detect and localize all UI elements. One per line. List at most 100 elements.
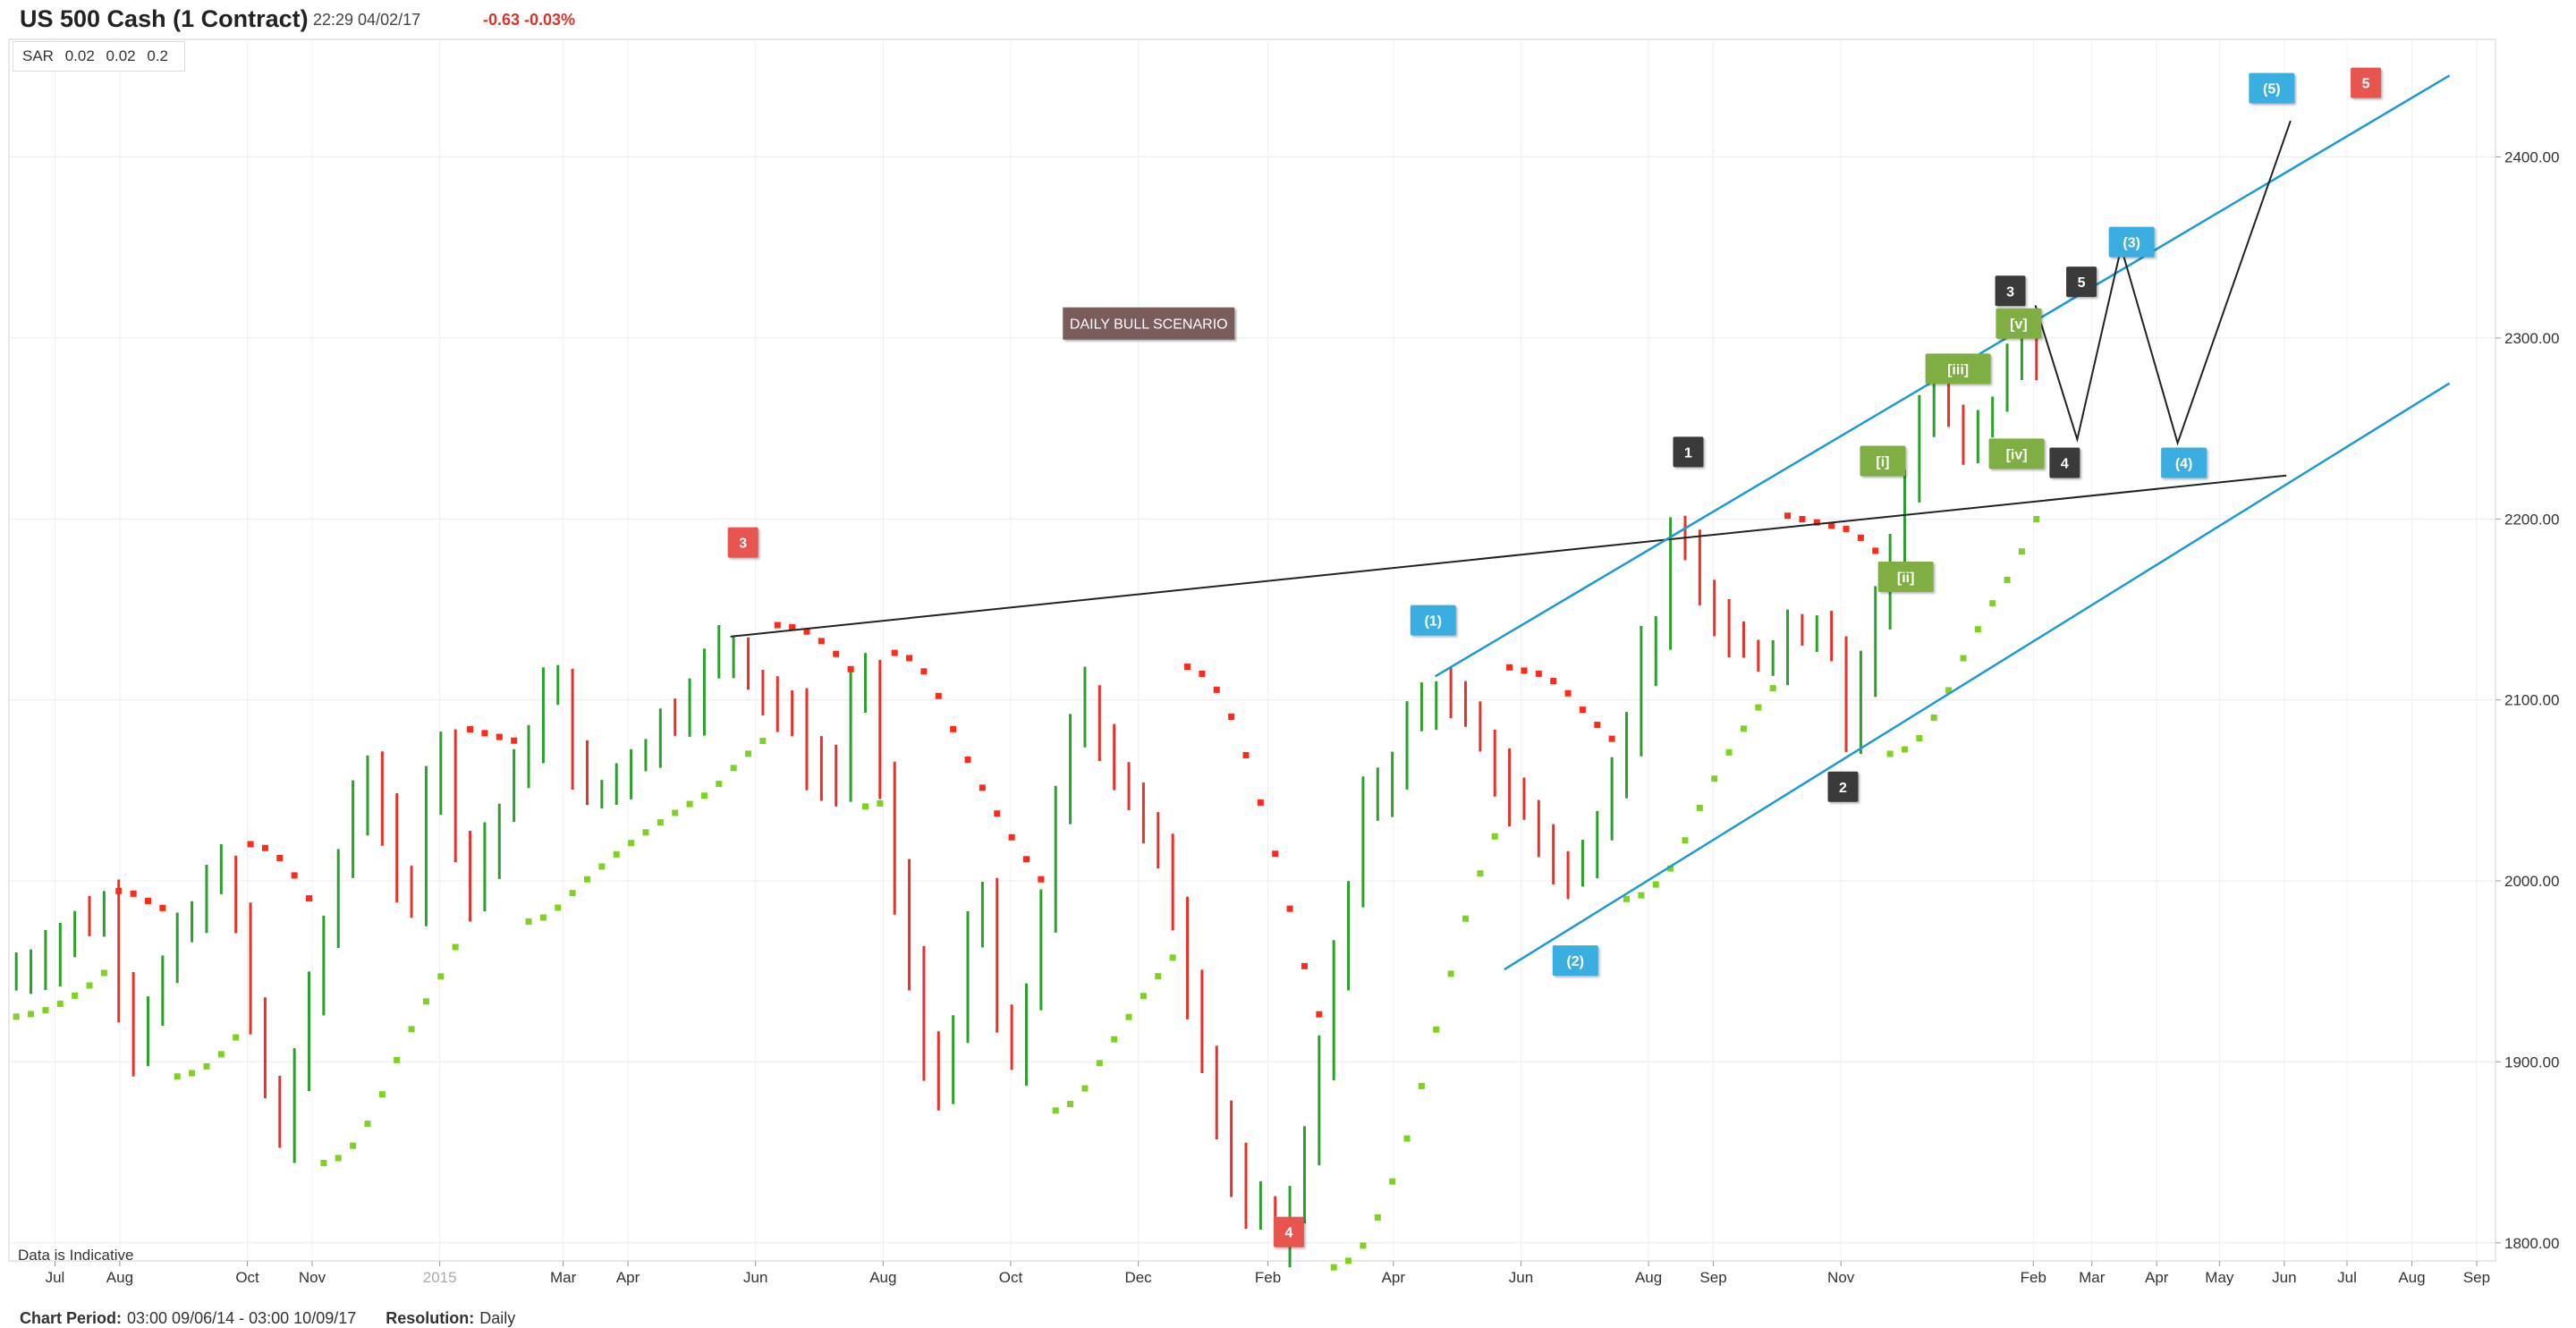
sar-dot	[1813, 519, 1820, 526]
x-tick-label: Jun	[2272, 1269, 2296, 1286]
sar-dot	[1111, 1036, 1118, 1043]
sar-dot	[1257, 799, 1264, 806]
wave-label-box	[2108, 226, 2155, 258]
x-tick-label: Dec	[1124, 1269, 1152, 1286]
sar-dot	[861, 803, 869, 810]
wave-label-box	[1925, 353, 1991, 385]
x-tick-label: Mar	[550, 1269, 577, 1286]
x-tick-label: Apr	[1382, 1269, 1406, 1286]
sar-dot	[613, 850, 620, 858]
wave-label-text: 3	[2006, 284, 2014, 300]
wave-label: 5	[2351, 67, 2382, 98]
indicator-legend[interactable]: SAR 0.02 0.02 0.2	[13, 41, 185, 72]
sar-dot	[378, 1091, 386, 1098]
wave-label-box	[2249, 72, 2295, 104]
wave-label-text: 4	[2061, 457, 2069, 472]
sar-dot	[1345, 1257, 1352, 1265]
sar-dot	[642, 829, 649, 836]
sar-dot	[1901, 746, 1908, 753]
sar-dot	[1916, 735, 1923, 742]
sar-dot	[42, 1007, 49, 1014]
sar-dot	[364, 1121, 371, 1128]
wave-label: 2	[1827, 771, 1859, 802]
sar-dot	[452, 943, 459, 951]
sar-dot	[964, 756, 971, 763]
sar-dot	[1462, 915, 1469, 922]
wave-label: 4	[2049, 447, 2080, 478]
sar-dot	[1623, 895, 1631, 902]
sar-dot	[350, 1142, 357, 1149]
sar-dot	[276, 854, 284, 861]
x-tick-label: Jul	[46, 1269, 65, 1286]
chart-axes: 2400.00 2300.00 2200.00 2100.00 2000.00 1900.…	[46, 149, 2560, 1286]
sar-dot	[335, 1155, 342, 1162]
y-tick-label: 2400.00	[2504, 149, 2559, 166]
sar-dot	[394, 1056, 401, 1063]
sar-dot	[1784, 512, 1792, 520]
wave-label-box	[1877, 562, 1934, 593]
sar-dot	[1228, 713, 1235, 720]
sar-dot	[1989, 600, 1996, 607]
sar-dot	[261, 844, 268, 851]
sar-dot	[1008, 833, 1015, 841]
sar-dot	[1506, 664, 1513, 671]
sar-dot	[1564, 689, 1572, 697]
wave-label: [ii]	[1877, 562, 1934, 593]
wave-label-text: 1	[1684, 445, 1692, 461]
wave-label: (3)	[2108, 226, 2155, 258]
wave-label-text: [iv]	[2006, 447, 2028, 462]
wave-label-text: (1)	[1424, 614, 1442, 630]
sar-dot	[422, 998, 429, 1005]
x-tick-label: Aug	[2398, 1269, 2425, 1286]
sar-dot	[1608, 735, 1615, 742]
wave-label: [iii]	[1925, 353, 1991, 385]
wave-labels: 3 4 5 (1) (2) (3) (4) (5) 1 2 3 4 5 [i] [ii] [iii] [iv] […	[727, 67, 2382, 1248]
sar-dot	[1872, 547, 1879, 554]
sar-dot	[583, 875, 590, 883]
ohlc-bars	[14, 311, 2038, 1268]
wave-label-box	[1860, 445, 1906, 477]
indicator-param: 0.02	[106, 47, 136, 64]
sar-dot	[1403, 1135, 1411, 1142]
sar-dot	[174, 1073, 181, 1080]
sar-dot	[291, 872, 298, 879]
chart-period-label: Chart Period:	[20, 1309, 123, 1327]
x-tick-label: Sep	[1699, 1269, 1726, 1286]
wave-label-box	[2049, 447, 2080, 478]
sar-dot	[730, 765, 737, 772]
sar-dot	[1521, 667, 1528, 674]
x-tick-label: Nov	[1827, 1269, 1855, 1286]
sar-dot	[1960, 655, 1967, 662]
sar-dot	[569, 890, 576, 897]
sar-dot	[247, 841, 254, 848]
parabolic-sar-dots	[13, 512, 2040, 1271]
sar-dot	[1491, 833, 1498, 840]
wave-label-box	[1552, 945, 1598, 977]
x-tick-label: Feb	[1255, 1269, 1281, 1286]
sar-dot	[2018, 548, 2025, 555]
sar-dot	[1301, 962, 1308, 969]
sar-dot	[891, 649, 898, 656]
sar-dot	[1769, 685, 1776, 692]
sar-dot	[979, 784, 986, 791]
wave-label-box	[1995, 275, 2026, 307]
x-tick-label: Jun	[1509, 1269, 1533, 1286]
sar-dot	[1447, 970, 1454, 977]
wave-label-box	[2066, 266, 2097, 298]
sar-dot	[2033, 516, 2040, 523]
sar-dot	[1725, 749, 1733, 756]
sar-dot	[28, 1011, 35, 1018]
sar-dot	[320, 1160, 327, 1167]
x-tick-label: Apr	[2145, 1269, 2169, 1286]
sar-dot	[56, 1000, 64, 1007]
wave-label-text: (5)	[2263, 82, 2281, 97]
wave-label-text: [i]	[1876, 455, 1889, 470]
sar-dot	[1550, 678, 1557, 685]
wave-label: (2)	[1552, 945, 1598, 977]
indicator-param: 0.02	[64, 47, 95, 64]
sar-dot	[130, 890, 137, 897]
sar-dot	[672, 809, 679, 816]
x-tick-label: Jul	[2337, 1269, 2357, 1286]
sar-dot	[1799, 515, 1806, 522]
